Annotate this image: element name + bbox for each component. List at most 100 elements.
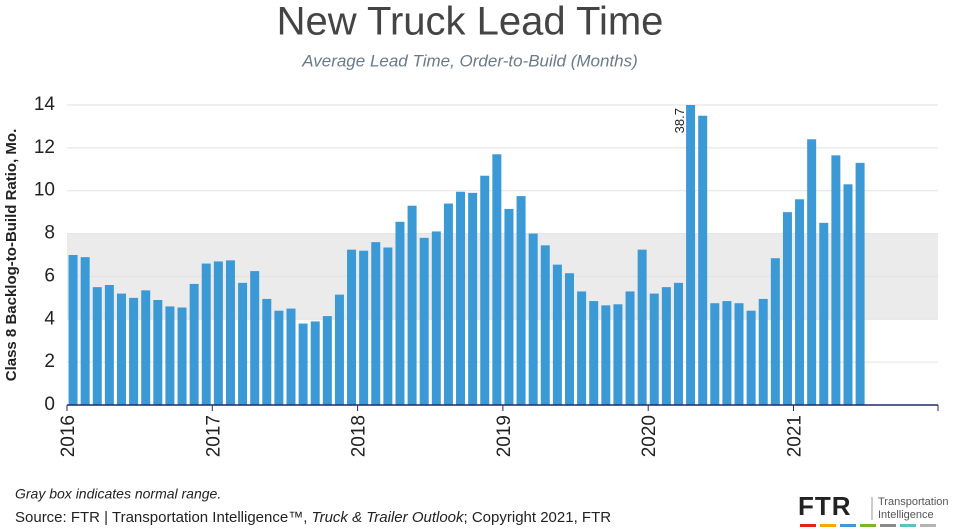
- bar: [395, 221, 405, 405]
- source: Source: FTR | Transportation Intelligenc…: [15, 509, 611, 526]
- bar: [225, 260, 235, 405]
- bar: [431, 231, 441, 405]
- y-tick-label: 10: [34, 180, 55, 201]
- x-tick-label: 2017: [203, 415, 224, 457]
- x-tick-label: 2018: [349, 415, 370, 457]
- bar: [722, 301, 732, 405]
- source-text: Source: FTR | Transportation Intelligenc…: [15, 509, 312, 526]
- chart-subtitle: Average Lead Time, Order-to-Build (Month…: [301, 51, 638, 70]
- bar: [371, 242, 381, 405]
- bar: [504, 208, 514, 405]
- bar: [68, 255, 78, 405]
- bar: [589, 301, 599, 405]
- note: Gray box indicates normal range.: [15, 486, 221, 502]
- y-tick-label: 4: [44, 308, 55, 329]
- bar: [104, 285, 114, 405]
- bar: [456, 191, 466, 405]
- logo-name: FTR: [798, 491, 852, 521]
- y-tick-label: 2: [44, 351, 55, 372]
- chart-title: New Truck Lead Time: [277, 0, 664, 44]
- logo-tagline: Transportation: [878, 496, 949, 508]
- bar: [347, 249, 357, 405]
- bar: [528, 233, 538, 405]
- logo-stripe: [860, 524, 876, 527]
- data-label: 38.7: [672, 108, 687, 133]
- bar: [359, 250, 369, 405]
- y-tick-label: 0: [44, 394, 55, 415]
- bar: [165, 306, 175, 405]
- logo-stripe: [900, 524, 916, 527]
- logo-stripe: [820, 524, 836, 527]
- bar: [262, 298, 272, 405]
- bar: [540, 245, 550, 405]
- bar: [92, 287, 102, 405]
- logo-stripe: [880, 524, 896, 527]
- bar: [177, 307, 187, 405]
- bar: [322, 316, 332, 405]
- bar: [480, 175, 490, 405]
- bar: [625, 291, 635, 405]
- bar: [734, 303, 744, 405]
- bar: [274, 310, 284, 405]
- x-tick-label: 2021: [785, 415, 806, 457]
- bar: [698, 115, 708, 405]
- bar: [334, 294, 344, 405]
- bar: [213, 261, 223, 405]
- source-title: Truck & Trailer Outlook: [312, 509, 465, 526]
- x-tick-label: 2019: [494, 415, 515, 457]
- bar: [468, 192, 478, 405]
- bar: [564, 273, 574, 405]
- bar: [310, 321, 320, 405]
- bar: [661, 287, 671, 405]
- y-tick-label: 12: [34, 137, 55, 158]
- bar: [795, 199, 805, 405]
- bar: [601, 305, 611, 405]
- x-tick-label: 2016: [58, 415, 79, 457]
- y-tick-label: 6: [44, 265, 55, 286]
- bar: [807, 139, 817, 405]
- y-tick-label: 8: [44, 223, 55, 244]
- bar: [80, 257, 90, 405]
- plot-area: [68, 105, 865, 405]
- bar: [782, 212, 792, 405]
- bar: [855, 162, 865, 405]
- bar: [189, 283, 199, 405]
- logo: FTR Transportation Intelligence: [798, 491, 949, 527]
- bar: [238, 282, 248, 405]
- y-axis-label: Class 8 Backlog-to-Build Ratio, Mo.: [3, 129, 20, 382]
- bar: [419, 237, 429, 405]
- source-text: ; Copyright 2021, FTR: [464, 509, 612, 526]
- bar: [443, 203, 453, 405]
- y-tick-label: 14: [34, 94, 56, 115]
- bar: [141, 290, 151, 405]
- bar: [383, 247, 393, 405]
- bar: [129, 297, 139, 405]
- logo-stripe: [920, 524, 936, 527]
- bar: [298, 323, 308, 405]
- bar: [673, 282, 683, 405]
- bar: [770, 258, 780, 405]
- bar: [637, 249, 647, 405]
- bar: [516, 196, 526, 405]
- logo-tagline: Intelligence: [878, 509, 934, 521]
- bar: [819, 222, 829, 405]
- bar: [746, 310, 756, 405]
- bar: [552, 264, 562, 405]
- bar: [710, 303, 720, 405]
- bar: [577, 291, 587, 405]
- bar: [613, 304, 623, 405]
- bar: [116, 293, 126, 405]
- bar: [250, 271, 260, 405]
- bar: [686, 105, 696, 405]
- bar: [492, 154, 502, 405]
- bar: [153, 300, 163, 405]
- bar: [758, 298, 768, 405]
- bar: [286, 308, 296, 405]
- bar: [843, 184, 853, 405]
- logo-stripe: [840, 524, 856, 527]
- x-tick-label: 2020: [639, 415, 660, 457]
- bar: [831, 155, 841, 405]
- bar: [407, 205, 417, 405]
- bar: [649, 293, 659, 405]
